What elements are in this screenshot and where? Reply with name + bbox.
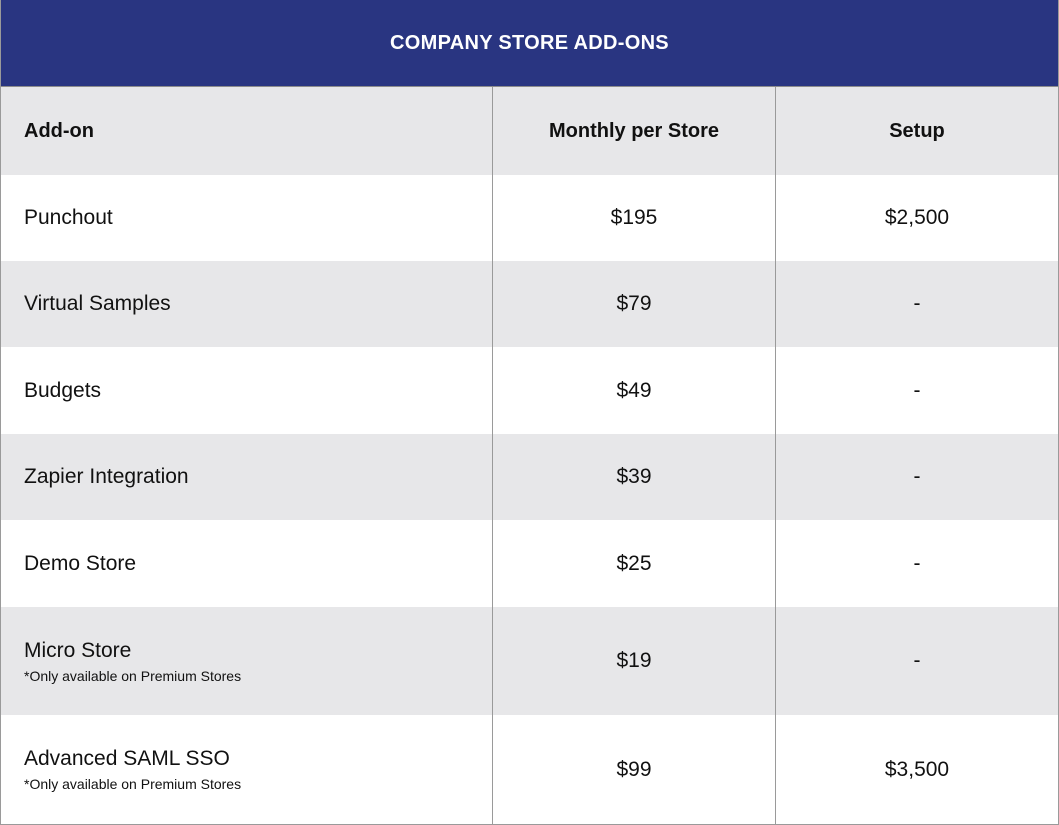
table-row: Advanced SAML SSO *Only available on Pre… [1, 715, 1058, 824]
table-row: Budgets $49 - [1, 347, 1058, 434]
header-setup: Setup [889, 119, 945, 142]
monthly-price: $49 [493, 347, 776, 434]
addon-cell: Virtual Samples [1, 261, 493, 347]
addon-name: Micro Store [24, 638, 132, 662]
setup-price: $3,500 [884, 757, 950, 781]
setup-price: - [913, 551, 921, 575]
addon-cell: Micro Store *Only available on Premium S… [1, 607, 493, 715]
table-row: Punchout $195 $2,500 [1, 175, 1058, 261]
addon-name: Virtual Samples [24, 292, 171, 315]
setup-price: - [913, 378, 921, 402]
addon-name: Zapier Integration [24, 465, 189, 488]
addon-name: Demo Store [24, 551, 137, 575]
setup-price: - [913, 649, 921, 672]
addon-cell: Punchout [1, 175, 493, 261]
table-title: COMPANY STORE ADD-ONS [1, 0, 1058, 87]
setup-price: - [913, 292, 921, 315]
monthly-price: $19 [493, 607, 776, 715]
addon-name: Advanced SAML SSO [24, 747, 230, 770]
monthly-price: $39 [493, 434, 776, 520]
table-row: Zapier Integration $39 - [1, 434, 1058, 520]
monthly-price: $79 [493, 261, 776, 347]
addon-cell: Advanced SAML SSO *Only available on Pre… [1, 715, 493, 824]
table-row: Virtual Samples $79 - [1, 261, 1058, 347]
table-row: Demo Store $25 - [1, 520, 1058, 607]
setup-price: $2,500 [884, 206, 950, 229]
table-header-row: Add-on Monthly per Store Setup [1, 87, 1058, 175]
monthly-price: $195 [493, 175, 776, 261]
header-monthly: Monthly per Store [493, 87, 776, 175]
addon-name: Budgets [24, 378, 102, 402]
monthly-price: $99 [493, 715, 776, 824]
addon-name: Punchout [24, 206, 113, 229]
table-row: Micro Store *Only available on Premium S… [1, 607, 1058, 715]
addon-cell: Zapier Integration [1, 434, 493, 520]
addon-note: *Only available on Premium Stores [24, 667, 242, 684]
addon-cell: Budgets [1, 347, 493, 434]
addon-cell: Demo Store [1, 520, 493, 607]
header-addon: Add-on [1, 87, 493, 175]
addon-note: *Only available on Premium Stores [24, 776, 242, 792]
monthly-price: $25 [493, 520, 776, 607]
setup-price: - [913, 465, 921, 488]
